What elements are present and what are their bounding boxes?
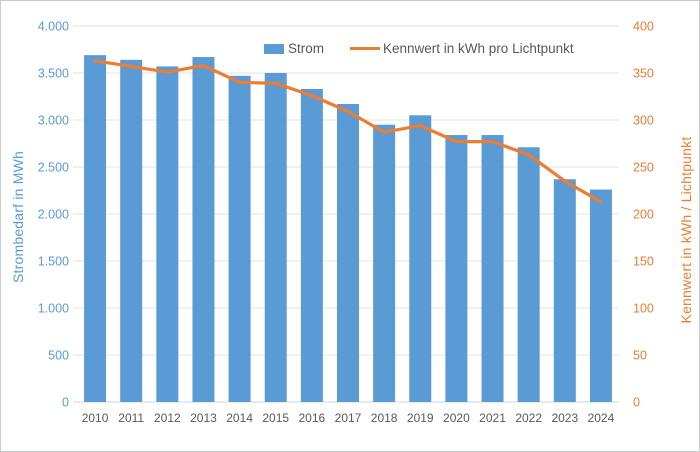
left-axis-tick: 1.000 <box>38 302 69 316</box>
bar-2024 <box>589 189 612 402</box>
bar-2013 <box>192 57 215 403</box>
left-axis-tick: 3.000 <box>38 114 69 128</box>
x-axis-tick: 2021 <box>479 411 506 425</box>
legend-item-kennwert: Kennwert in kWh pro Lichtpunkt <box>350 41 574 56</box>
x-axis-tick: 2024 <box>588 411 615 425</box>
left-axis-tick: 4.000 <box>38 20 69 34</box>
line-series <box>93 59 603 204</box>
x-axis-tick: 2018 <box>371 411 398 425</box>
chart-legend: Strom Kennwert in kWh pro Lichtpunkt <box>264 41 574 56</box>
x-axis-tick: 2017 <box>335 411 362 425</box>
x-axis-tick: 2014 <box>226 411 253 425</box>
x-axis-tick: 2023 <box>551 411 578 425</box>
right-axis-tick: 200 <box>633 208 654 222</box>
left-axis-tick: 0 <box>62 396 69 410</box>
x-axis-tick: 2019 <box>407 411 434 425</box>
right-axis-tick: 300 <box>633 114 654 128</box>
left-axis-tick: 2.000 <box>38 208 69 222</box>
right-axis-tick: 0 <box>633 396 640 410</box>
left-axis-tick: 1.500 <box>38 255 69 269</box>
x-axis-tick: 2022 <box>515 411 542 425</box>
right-axis-tick: 50 <box>633 349 647 363</box>
bar-2014 <box>228 75 251 402</box>
legend-item-strom: Strom <box>264 41 324 56</box>
bar-2019 <box>409 115 432 403</box>
left-axis-tick: 500 <box>48 349 69 363</box>
left-axis-title: Strombedarf in MWh <box>10 151 26 283</box>
x-axis-tick: 2010 <box>82 411 109 425</box>
legend-label-kennwert: Kennwert in kWh pro Lichtpunkt <box>383 41 574 56</box>
bar-2018 <box>373 124 396 402</box>
x-axis-tick: 2013 <box>190 411 217 425</box>
line-series-swatch-icon <box>350 47 381 50</box>
bar-series-swatch-icon <box>264 43 284 54</box>
left-axis-tick: 2.500 <box>38 161 69 175</box>
bar-2016 <box>300 88 323 402</box>
x-axis-tick: 2020 <box>443 411 470 425</box>
x-axis-tick: 2012 <box>154 411 181 425</box>
bar-2011 <box>120 59 143 403</box>
bar-2012 <box>156 66 179 403</box>
bar-2010 <box>84 55 107 402</box>
left-axis-tick: 3.500 <box>38 67 69 81</box>
bar-2015 <box>264 73 287 402</box>
x-axis-tick: 2011 <box>118 411 144 425</box>
bar-2021 <box>481 135 504 403</box>
bar-2017 <box>337 104 359 403</box>
right-axis-tick: 350 <box>633 67 654 81</box>
x-axis-tick: 2015 <box>262 411 289 425</box>
right-axis-tick: 100 <box>633 302 654 316</box>
x-axis-tick: 2016 <box>299 411 326 425</box>
bar-2020 <box>445 135 468 403</box>
bar-2022 <box>517 147 540 402</box>
right-axis-tick: 150 <box>633 255 654 269</box>
right-axis-tick: 250 <box>633 161 654 175</box>
legend-label-strom: Strom <box>288 41 325 56</box>
right-axis-tick: 400 <box>633 20 654 34</box>
right-axis-title: Kennwert in kWh / Lichtpunkt <box>678 136 694 324</box>
bar-2023 <box>553 179 576 402</box>
